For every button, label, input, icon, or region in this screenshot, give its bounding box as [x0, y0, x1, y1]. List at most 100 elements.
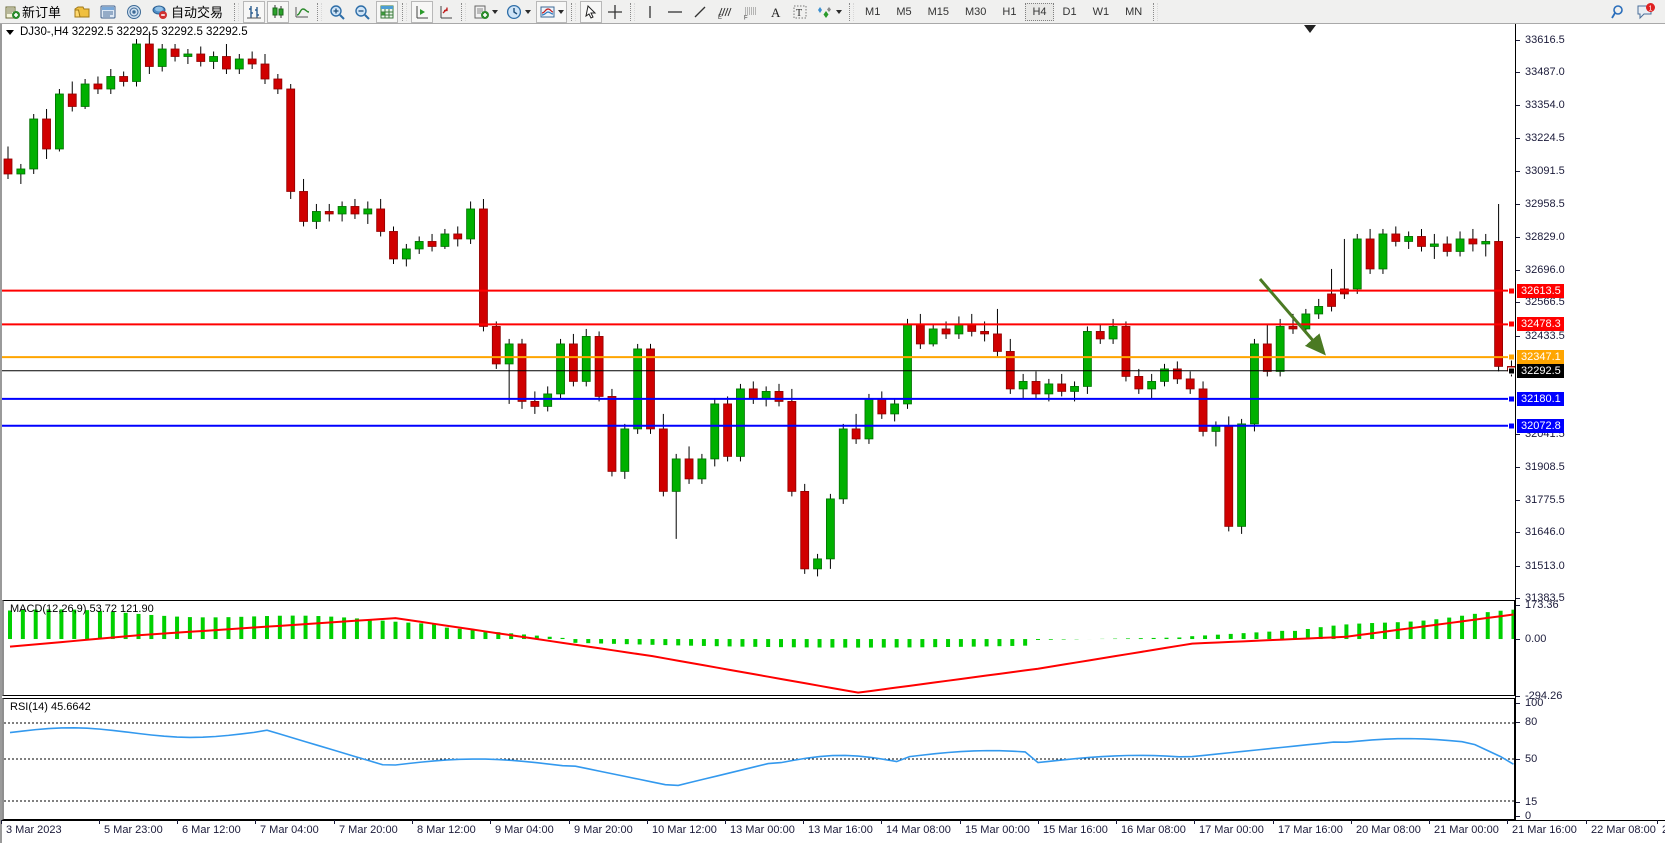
price-level-label-current-price[interactable]: 32292.5	[1517, 363, 1564, 378]
period-icon	[506, 4, 522, 19]
search-button[interactable]	[1607, 1, 1631, 23]
level-anchor-resistance-2[interactable]	[1508, 320, 1515, 328]
auto-scroll-button[interactable]	[435, 1, 457, 23]
text-label-button[interactable]: T	[789, 1, 811, 23]
rsi-pane[interactable]: RSI(14) 45.6642	[2, 698, 1515, 820]
macd-pane[interactable]: MACD(12,26,9) 53.72 121.90	[2, 600, 1515, 696]
period-caret-icon[interactable]	[525, 9, 532, 14]
templates-caret-icon[interactable]	[558, 9, 565, 14]
cursor-button[interactable]	[580, 0, 603, 23]
time-tick: 3 Mar 2023	[1, 820, 62, 836]
price-axis[interactable]: 33616.5 33487.0 33354.0 33224.5 33091.5 32958…	[1508, 24, 1665, 822]
price-tick: 31908.5	[1516, 461, 1565, 473]
candle-body	[273, 78, 283, 90]
candle-body	[144, 43, 154, 67]
price-level-label-pivot[interactable]: 32347.1	[1517, 350, 1564, 365]
candle-body	[466, 208, 476, 240]
rsi-tick: 100	[1516, 697, 1543, 709]
candle-body	[761, 391, 771, 400]
horizontal-line-button[interactable]	[663, 1, 687, 23]
level-anchor-resistance-1[interactable]	[1508, 287, 1515, 295]
candle-body	[980, 331, 989, 335]
candle-body	[1327, 293, 1336, 307]
alerts-button[interactable]: 1	[1633, 1, 1659, 23]
candle-body	[697, 458, 707, 480]
time-axis[interactable]: 3 Mar 2023 5 Mar 23:00 6 Mar 12:00 7 Mar 04…	[1, 820, 1665, 843]
grid-button[interactable]	[376, 0, 399, 23]
price-tick: 33616.5	[1516, 34, 1565, 46]
toolbar-separator-5	[571, 2, 577, 21]
autotrading-button[interactable]: 自动交易	[148, 1, 230, 23]
new-order-button[interactable]: 新订单	[1, 1, 68, 23]
chart-menu-caret-icon[interactable]	[6, 29, 14, 35]
candle-body	[209, 56, 219, 62]
price-level-label-support-1[interactable]: 32180.1	[1517, 391, 1564, 406]
level-anchor-pivot[interactable]	[1508, 353, 1515, 361]
price-tick: 33224.5	[1516, 132, 1565, 144]
data-window-button[interactable]	[96, 1, 120, 23]
time-tick: 16 Mar 08:00	[1116, 820, 1186, 836]
templates-button[interactable]	[536, 0, 568, 23]
candle-body	[864, 398, 874, 440]
add-indicator-caret-icon[interactable]	[492, 9, 499, 14]
timeframe-d1[interactable]: D1	[1062, 5, 1077, 18]
zoom-out-button[interactable]	[351, 1, 374, 23]
timeframe-m5[interactable]: M5	[896, 5, 912, 18]
zoom-in-button[interactable]	[326, 1, 349, 23]
candlestick-chart-button[interactable]	[267, 0, 290, 23]
timeframe-h1[interactable]: H1	[1002, 5, 1017, 18]
timeframe-mn[interactable]: MN	[1125, 5, 1143, 18]
level-anchor-support-2[interactable]	[1508, 422, 1515, 430]
elliott-wave-button[interactable]: E	[713, 1, 737, 23]
candle-body	[787, 401, 797, 492]
candle-body	[1378, 233, 1388, 270]
timeframe-m1[interactable]: M1	[865, 5, 881, 18]
level-anchor-current-price[interactable]	[1508, 367, 1515, 375]
candle-body	[903, 323, 912, 405]
candle-body	[427, 241, 437, 247]
alerts-badge-count: 1	[1649, 5, 1653, 12]
signals-icon	[127, 4, 142, 19]
candle-body	[3, 158, 13, 175]
trendline-button[interactable]	[689, 1, 711, 23]
fibonacci-button[interactable]: F	[739, 1, 763, 23]
timeframe-m15[interactable]: M15	[927, 5, 949, 18]
price-level-label-support-2[interactable]: 32072.8	[1517, 418, 1564, 433]
rsi-tick: 80	[1516, 716, 1537, 728]
timeframe-h4[interactable]: H4	[1025, 2, 1054, 21]
candle-body	[646, 348, 655, 430]
pane-collapse-caret-icon[interactable]	[1303, 24, 1317, 34]
toolbar-separator-8	[1153, 2, 1159, 21]
shapes-button[interactable]	[813, 1, 845, 23]
line-chart-button[interactable]	[291, 1, 313, 23]
candle-body	[376, 208, 386, 232]
price-level-label-resistance-2[interactable]: 32478.3	[1517, 317, 1564, 332]
candle-body	[1044, 383, 1054, 395]
bar-chart-button[interactable]	[243, 0, 266, 23]
timeframe-m30[interactable]: M30	[965, 5, 987, 18]
toolbar-group-draw: E F A T	[638, 0, 846, 23]
period-button[interactable]	[503, 1, 534, 23]
chart-area[interactable]: DJ30-,H4 32292.5 32292.5 32292.5 32292.5…	[0, 24, 1665, 843]
time-tick: 13 Mar 00:00	[725, 820, 795, 836]
folder-button[interactable]	[70, 1, 94, 23]
level-anchor-support-1[interactable]	[1508, 395, 1515, 403]
timeframe-w1[interactable]: W1	[1092, 5, 1110, 18]
shapes-caret-icon[interactable]	[836, 9, 843, 14]
candle-body	[1211, 426, 1221, 432]
crosshair-button[interactable]	[604, 1, 626, 23]
shift-start-button[interactable]	[411, 0, 434, 23]
text-button[interactable]: A	[765, 1, 787, 23]
signals-button[interactable]	[122, 1, 146, 23]
add-indicator-button[interactable]	[470, 1, 501, 23]
candle-body	[1224, 426, 1234, 527]
time-tick: 9 Mar 20:00	[569, 820, 633, 836]
candle-body	[1301, 313, 1311, 330]
add-indicator-icon	[474, 5, 490, 19]
price-pane[interactable]	[2, 24, 1515, 598]
vertical-line-button[interactable]	[639, 1, 661, 23]
candle-body	[453, 233, 463, 240]
candle-body	[1134, 376, 1144, 390]
candle-body	[119, 76, 129, 82]
price-level-label-resistance-1[interactable]: 32613.5	[1517, 283, 1564, 298]
